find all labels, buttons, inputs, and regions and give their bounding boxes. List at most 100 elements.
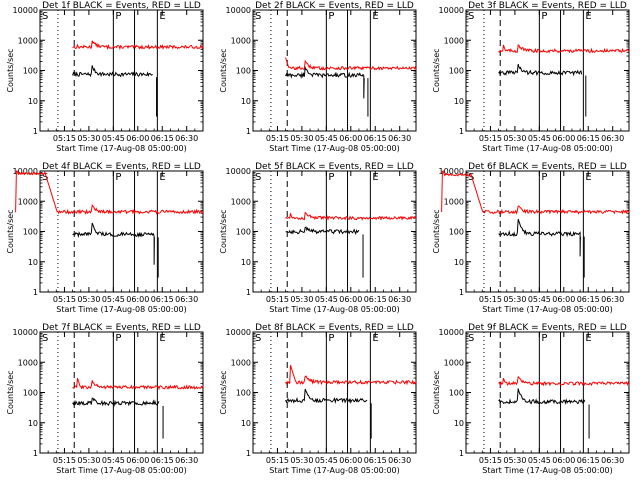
events-series-line — [498, 63, 583, 77]
events-series-line — [498, 388, 586, 406]
x-tick-label: 06:00 — [339, 134, 362, 143]
marker-label: E — [159, 172, 165, 183]
x-tick-label: 06:00 — [552, 456, 575, 465]
events-series-line — [72, 222, 155, 265]
panel-title: Det 8f BLACK = Events, RED = LLD — [255, 323, 414, 333]
marker-label: S — [255, 11, 261, 22]
marker-label: P — [115, 11, 121, 22]
y-tick-label: 10000 — [439, 167, 464, 176]
marker-label: E — [585, 11, 591, 22]
marker-label: S — [255, 172, 261, 183]
x-axis-label: Start Time (17-Aug-08 05:00:00) — [482, 144, 613, 153]
y-tick-label: 100 — [449, 389, 464, 398]
marker-label: P — [328, 11, 334, 22]
marker-label: E — [372, 172, 378, 183]
lld-series-line — [72, 40, 204, 51]
y-tick-label: 1 — [33, 288, 38, 297]
lld-series-line — [498, 44, 630, 54]
panel-title: Det 5f BLACK = Events, RED = LLD — [255, 162, 414, 172]
marker-label: P — [541, 172, 547, 183]
y-tick-label: 1000 — [18, 197, 38, 206]
y-tick-label: 10000 — [439, 328, 464, 337]
x-tick-label: 06:00 — [126, 295, 149, 304]
x-tick-label: 05:15 — [266, 456, 289, 465]
panel-title: Det 9f BLACK = Events, RED = LLD — [468, 323, 627, 333]
y-tick-label: 10 — [241, 97, 251, 106]
events-series-line — [72, 65, 153, 78]
x-tick-label: 06:15 — [364, 134, 387, 143]
marker-label: P — [328, 333, 334, 344]
y-axis-label: Counts/sec — [6, 48, 15, 92]
y-tick-label: 1 — [459, 449, 464, 458]
panel-title: Det 4f BLACK = Events, RED = LLD — [42, 162, 201, 172]
x-axis-label: Start Time (17-Aug-08 05:00:00) — [482, 466, 613, 475]
x-tick-label: 06:15 — [364, 295, 387, 304]
y-tick-label: 10000 — [13, 328, 38, 337]
marker-label: S — [255, 333, 261, 344]
x-tick-label: 05:30 — [290, 134, 313, 143]
x-tick-label: 06:15 — [577, 295, 600, 304]
x-tick-label: 05:15 — [479, 295, 502, 304]
x-tick-label: 06:00 — [339, 456, 362, 465]
x-tick-label: 05:45 — [528, 456, 551, 465]
x-tick-label: 06:00 — [126, 456, 149, 465]
x-tick-label: 05:30 — [290, 295, 313, 304]
y-axis-label: Counts/sec — [432, 370, 441, 414]
marker-label: E — [372, 333, 378, 344]
lld-series-line — [285, 211, 417, 221]
marker-label: P — [541, 333, 547, 344]
x-tick-label: 05:30 — [77, 456, 100, 465]
marker-label: P — [541, 11, 547, 22]
y-tick-label: 10 — [241, 419, 251, 428]
marker-label: S — [468, 11, 474, 22]
events-series-line — [285, 388, 368, 405]
marker-label: E — [159, 11, 165, 22]
y-tick-label: 10000 — [226, 167, 251, 176]
y-tick-label: 1 — [246, 449, 251, 458]
y-tick-label: 10 — [241, 258, 251, 267]
x-axis-label: Start Time (17-Aug-08 05:00:00) — [269, 466, 400, 475]
lld-series-line — [285, 365, 417, 386]
events-series-line — [72, 397, 160, 408]
y-axis-label: Counts/sec — [219, 370, 228, 414]
y-axis-label: Counts/sec — [6, 209, 15, 253]
y-tick-label: 1 — [459, 288, 464, 297]
lld-series-line — [285, 57, 417, 71]
x-tick-label: 05:45 — [102, 295, 125, 304]
y-tick-label: 1000 — [444, 36, 464, 45]
y-tick-label: 1000 — [444, 358, 464, 367]
marker-label: P — [115, 333, 121, 344]
y-tick-label: 10000 — [13, 167, 38, 176]
marker-label: E — [372, 11, 378, 22]
y-tick-label: 10 — [28, 97, 38, 106]
y-tick-label: 1000 — [444, 197, 464, 206]
x-tick-label: 06:15 — [151, 456, 174, 465]
plot-frame — [39, 9, 204, 132]
marker-label: E — [585, 172, 591, 183]
x-tick-label: 05:30 — [503, 134, 526, 143]
plot-frame — [252, 9, 417, 132]
y-tick-label: 100 — [23, 67, 38, 76]
y-tick-label: 100 — [236, 389, 251, 398]
y-tick-label: 10 — [28, 258, 38, 267]
x-tick-label: 06:15 — [364, 456, 387, 465]
x-tick-label: 05:30 — [77, 134, 100, 143]
y-tick-label: 10000 — [439, 6, 464, 15]
marker-label: P — [328, 172, 334, 183]
x-tick-label: 06:30 — [175, 456, 198, 465]
x-tick-label: 05:45 — [528, 295, 551, 304]
detector-panel-8: Det 8f BLACK = Events, RED = LLD 1 10 100 10… — [219, 323, 417, 475]
y-tick-label: 10 — [454, 419, 464, 428]
lld-series-line — [498, 375, 630, 387]
x-tick-label: 05:45 — [528, 134, 551, 143]
y-axis-label: Counts/sec — [219, 209, 228, 253]
detector-panel-2: Det 2f BLACK = Events, RED = LLD 1 10 100 10… — [219, 1, 417, 153]
y-tick-label: 100 — [449, 67, 464, 76]
marker-label: S — [468, 172, 474, 183]
y-tick-label: 10000 — [13, 6, 38, 15]
x-tick-label: 05:15 — [266, 295, 289, 304]
y-axis-label: Counts/sec — [432, 48, 441, 92]
plot-frame — [39, 170, 204, 293]
plot-frame — [39, 331, 204, 454]
x-tick-label: 06:00 — [126, 134, 149, 143]
